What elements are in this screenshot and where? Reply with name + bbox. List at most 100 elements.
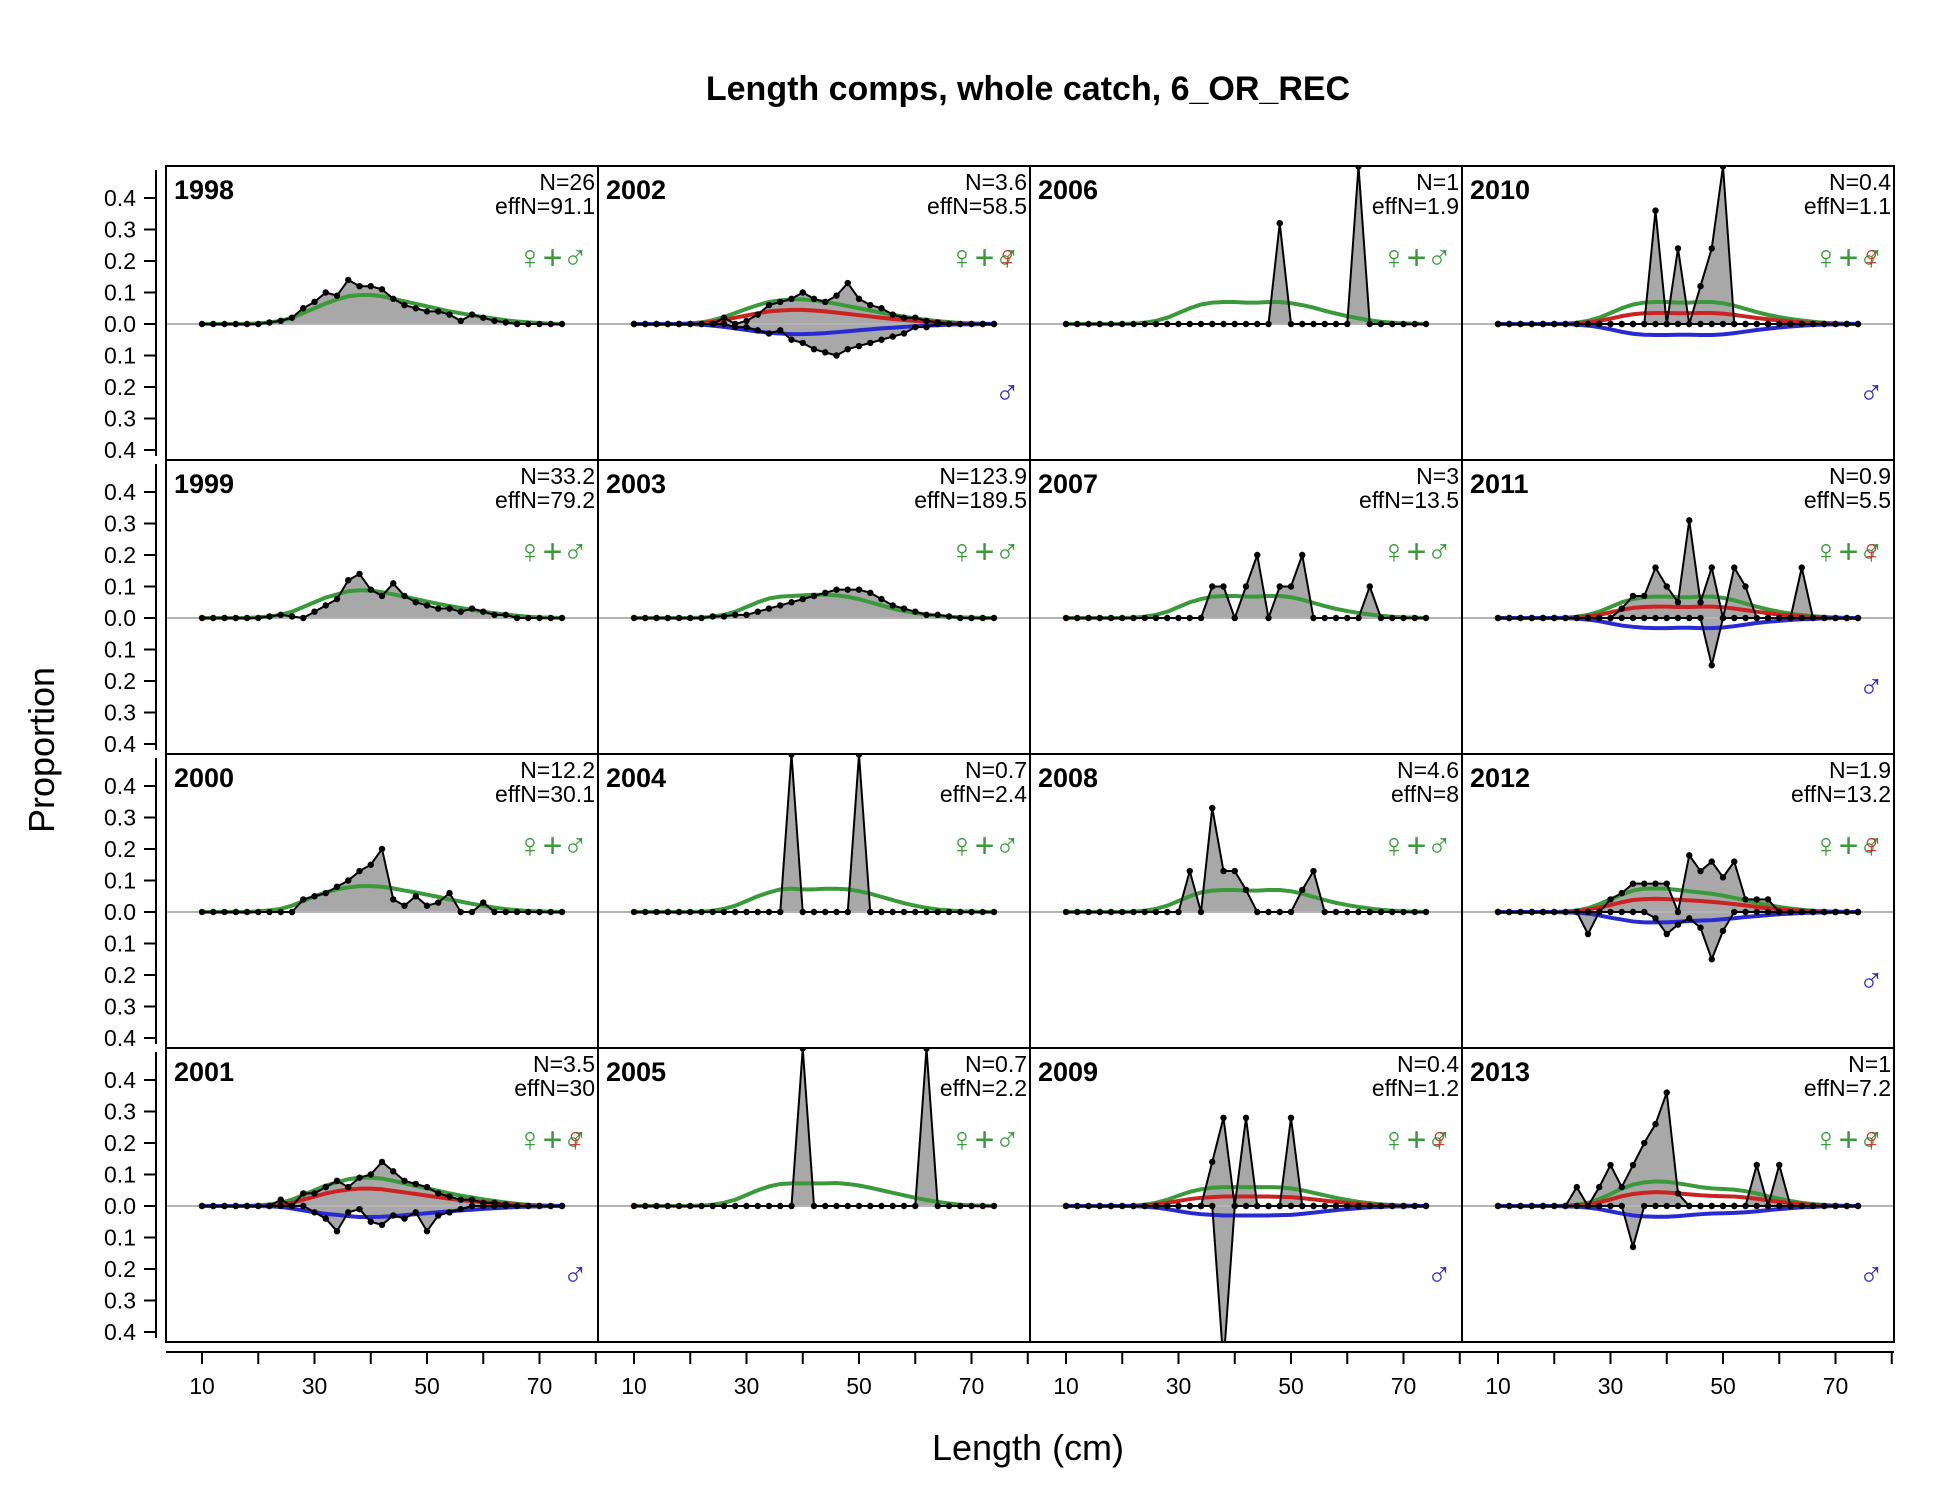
observed-point [277, 1196, 284, 1203]
observed-point [1265, 614, 1272, 622]
observed-point [1753, 896, 1760, 903]
observed-point [1377, 614, 1385, 622]
sex-legend-combined: ♀+♂ [949, 1121, 1020, 1159]
y-tick-label: 0.4 [104, 1319, 136, 1345]
observed-point [878, 595, 885, 603]
observed-point [423, 602, 431, 609]
panel-effn-label: effN=79.2 [495, 487, 595, 513]
observed-point [889, 908, 896, 916]
panel-plot-area [1462, 517, 1894, 669]
observed-point [1607, 896, 1614, 903]
panel-effn-label: effN=8 [1391, 781, 1459, 807]
observed-fill [202, 1161, 562, 1206]
observed-point [788, 599, 795, 606]
y-tick-label: 0.3 [104, 1288, 136, 1314]
observed-point [356, 867, 363, 875]
observed-point [401, 1177, 408, 1185]
sex-legend-male: ♂ [995, 374, 1021, 412]
observed-point [1389, 908, 1396, 916]
observed-male-point [1584, 1202, 1592, 1210]
observed-point [1164, 614, 1171, 622]
panel-year-label: 2001 [174, 1057, 234, 1087]
observed-point [653, 908, 660, 916]
observed-point [378, 286, 386, 293]
observed-point [945, 908, 953, 916]
observed-point [311, 608, 318, 615]
observed-point [1220, 867, 1227, 875]
observed-male-point [1551, 908, 1558, 916]
panel-n-label: N=33.2 [520, 463, 595, 489]
panel-effn-label: effN=13.5 [1359, 487, 1459, 513]
sex-legend-male: ♂ [1859, 668, 1885, 706]
observed-point [630, 908, 638, 916]
panel-effn-label: effN=30.1 [495, 781, 595, 807]
observed-male-point [1506, 320, 1513, 328]
panel-effn-label: effN=2.4 [940, 781, 1027, 807]
observed-male-point [1517, 1202, 1524, 1210]
observed-point [833, 586, 840, 593]
observed-male-point [1310, 1202, 1317, 1210]
panel-plot-area [1030, 551, 1462, 622]
observed-point [1265, 908, 1272, 916]
observed-point [480, 608, 487, 615]
observed-point [968, 908, 975, 916]
observed-male-point [1618, 614, 1625, 622]
observed-point [1242, 1114, 1250, 1122]
observed-point [457, 908, 464, 916]
observed-point [446, 605, 453, 612]
observed-male-point [968, 320, 975, 328]
observed-male-point [468, 1202, 476, 1210]
observed-point [1719, 874, 1727, 881]
panel-plot-area [1462, 1089, 1894, 1251]
x-tick-label: 10 [1053, 1373, 1079, 1399]
observed-point [367, 861, 374, 868]
observed-male-point [765, 330, 773, 337]
observed-male-point [1809, 1202, 1817, 1210]
observed-point [889, 311, 896, 318]
observed-point [889, 1202, 896, 1210]
sex-legend-male: ♂ [1859, 374, 1885, 412]
x-tick-label: 10 [189, 1373, 215, 1399]
observed-point [720, 1202, 728, 1210]
observed-point [878, 1202, 885, 1210]
panel-n-label: N=1 [1848, 1051, 1891, 1077]
observed-male-point [1776, 320, 1783, 328]
y-axis-label: Proportion [21, 667, 62, 833]
observed-male-point [1494, 908, 1502, 916]
observed-point [333, 1177, 341, 1185]
observed-point [356, 283, 363, 290]
observed-male-point [1776, 614, 1783, 622]
panel-effn-label: effN=58.5 [927, 193, 1027, 219]
observed-point [912, 608, 919, 615]
observed-point [1130, 614, 1137, 622]
observed-point [1321, 614, 1328, 622]
panel-plot-area [166, 1158, 598, 1235]
y-tick-label: 0.2 [104, 374, 136, 400]
panel-n-label: N=0.7 [965, 1051, 1027, 1077]
observed-male-point [1366, 1202, 1373, 1210]
observed-point [1186, 320, 1193, 328]
observed-point [288, 908, 296, 916]
observed-point [867, 589, 874, 596]
observed-point [788, 295, 795, 302]
x-tick-label: 70 [959, 1373, 985, 1399]
observed-male-point [1821, 320, 1828, 328]
y-tick-label: 0.1 [104, 637, 136, 663]
observed-male-point [1551, 320, 1558, 328]
observed-point [1641, 1139, 1648, 1147]
observed-point [1652, 1120, 1659, 1128]
y-tick-label: 0.2 [104, 962, 136, 988]
observed-point [833, 908, 840, 916]
observed-point [1242, 583, 1250, 590]
observed-point [1220, 320, 1227, 328]
observed-point [1389, 320, 1396, 328]
sex-legend-combined: ♀+♂ [1381, 239, 1452, 277]
observed-point [1299, 320, 1306, 328]
observed-point [412, 1180, 419, 1188]
observed-male-point [1528, 1202, 1535, 1210]
sex-legend-female: ♀ [1427, 1121, 1453, 1159]
observed-male-point [536, 1202, 543, 1210]
observed-point [1708, 858, 1715, 865]
